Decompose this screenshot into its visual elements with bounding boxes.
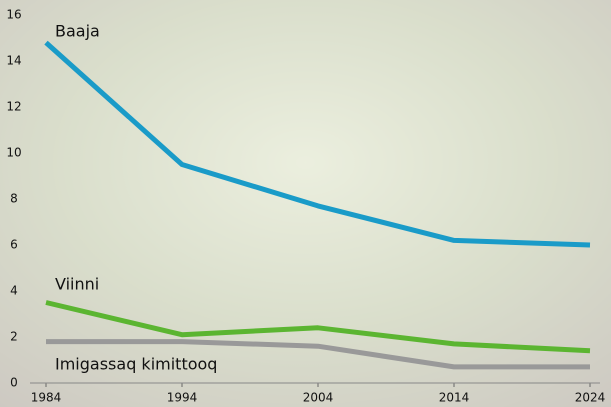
series-label: Baaja — [55, 22, 100, 41]
x-tick-label: 2004 — [303, 391, 334, 405]
x-tick-label: 2014 — [439, 391, 470, 405]
series-label: Viinni — [55, 275, 99, 294]
series-line — [45, 300, 591, 354]
y-tick-label: 16 — [6, 8, 21, 22]
y-tick-label: 6 — [10, 238, 18, 252]
y-tick-label: 2 — [10, 330, 18, 344]
x-tick-label: 1994 — [167, 391, 198, 405]
y-tick-label: 4 — [10, 284, 18, 298]
y-tick-label: 12 — [6, 100, 21, 114]
series-line — [44, 40, 591, 248]
x-tick-label: 1984 — [31, 391, 62, 405]
series-label: Imigassaq kimittooq — [55, 355, 217, 374]
y-tick-label: 10 — [6, 146, 21, 160]
series-line — [46, 339, 590, 370]
x-tick-label: 2024 — [575, 391, 606, 405]
y-tick-label: 14 — [6, 54, 21, 68]
y-tick-label: 8 — [10, 192, 18, 206]
y-tick-label: 0 — [10, 376, 18, 390]
